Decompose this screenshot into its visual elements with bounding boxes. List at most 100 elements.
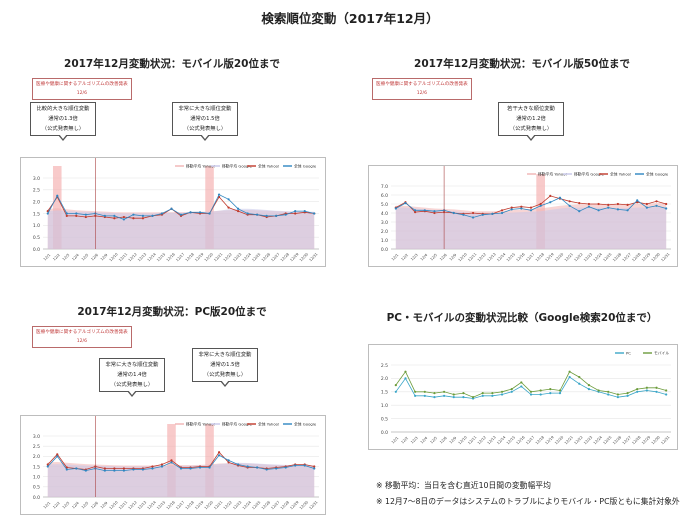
series-yahoo-line-point xyxy=(227,206,230,209)
series-yahoo-line-point xyxy=(170,459,173,462)
series-google-line-point xyxy=(433,210,436,213)
x-tick-label: 12/17 xyxy=(175,500,185,510)
chart-compare: 2.52.01.51.00.50.012/1 12/2 12/3 12/4 12/5 12… xyxy=(381,351,671,446)
series-yahoo-line-point xyxy=(626,203,629,206)
series-google-line-point xyxy=(597,209,600,212)
x-tick-label: 12/1 xyxy=(43,253,52,262)
series-google-line-point xyxy=(303,464,306,467)
series-pc-line-point xyxy=(607,393,610,396)
series-google-line-point xyxy=(122,469,125,472)
highlight-band xyxy=(205,166,214,249)
series-yahoo-line-point xyxy=(141,217,145,220)
topic-note: 医療や健康に関するアルゴリズムの改善発表 12/6 xyxy=(372,78,472,100)
series-google-line-point xyxy=(56,194,59,197)
series-pc-line-point xyxy=(529,393,533,396)
x-tick-label: 12/9 xyxy=(449,253,458,262)
x-tick-label: 12/4 xyxy=(71,501,80,510)
x-tick-label: 12/13 xyxy=(137,500,147,510)
x-tick-label: 12/5 xyxy=(429,253,438,262)
series-pc-line-point xyxy=(510,390,513,393)
series-mobile-line-point xyxy=(462,392,465,395)
series-mobile-line-point xyxy=(394,384,397,387)
series-google-line-point xyxy=(170,461,173,464)
x-tick-label: 12/19 xyxy=(194,252,205,263)
x-tick-label: 12/11 xyxy=(467,252,477,262)
series-yahoo-line-point xyxy=(587,202,591,206)
x-tick-label: 12/31 xyxy=(308,252,318,262)
series-yahoo-line-point xyxy=(122,467,125,470)
series-google-line-point xyxy=(481,213,484,216)
series-yahoo-line-point xyxy=(510,206,513,209)
series-mobile-line-point xyxy=(607,390,610,393)
x-tick-label: 12/29 xyxy=(289,252,300,263)
series-mobile-line-point xyxy=(529,390,533,393)
x-tick-label: 12/6 xyxy=(439,253,448,262)
highlight-band xyxy=(205,424,214,497)
series-google-line-point xyxy=(462,213,465,216)
series-yahoo-line-point xyxy=(597,202,600,206)
series-pc-line-point xyxy=(452,396,455,399)
x-tick-label: 12/6 xyxy=(439,436,448,445)
x-tick-label: 12/11 xyxy=(118,500,128,510)
x-tick-label: 12/17 xyxy=(525,252,535,262)
series-google-line-point xyxy=(303,210,306,213)
series-google-line-point xyxy=(265,214,268,217)
series-google-line-point xyxy=(65,468,68,471)
y-tick-label: 0.0 xyxy=(33,247,40,253)
x-tick-label: 12/30 xyxy=(299,252,310,263)
x-tick-label: 12/24 xyxy=(242,252,253,263)
x-tick-label: 12/19 xyxy=(545,252,556,263)
x-tick-label: 12/14 xyxy=(496,435,507,446)
y-tick-label: 1.0 xyxy=(33,223,40,229)
series-google-line-point xyxy=(626,209,629,212)
series-pc-line-point xyxy=(539,393,542,396)
x-tick-label: 12/21 xyxy=(213,500,223,510)
series-mobile-line-point xyxy=(491,392,494,395)
series-google-line-point xyxy=(246,212,249,215)
series-google-line-point xyxy=(208,466,211,469)
series-mobile-line-point xyxy=(510,388,513,391)
x-tick-label: 12/31 xyxy=(308,500,318,510)
legend-label: 移動平均 Yahoo! xyxy=(538,172,567,177)
x-tick-label: 12/10 xyxy=(458,435,469,446)
x-tick-label: 12/9 xyxy=(100,501,109,510)
series-mobile-line-point xyxy=(597,389,600,392)
x-tick-label: 12/18 xyxy=(535,252,546,263)
legend-label: PC xyxy=(626,351,631,356)
legend-label: 全体 Google xyxy=(646,172,669,177)
series-google-line-point xyxy=(655,204,658,207)
series-mobile-line-point xyxy=(414,390,417,393)
series-pc-line-point xyxy=(433,396,436,399)
x-tick-label: 12/5 xyxy=(81,501,90,510)
x-tick-label: 12/19 xyxy=(194,500,205,511)
series-yahoo-line-point xyxy=(414,211,417,214)
series-mobile-line-point xyxy=(558,389,562,392)
chart-mobile50: 7.0 6.0 5.0 4.0 3.0 2.0 1.0 0.012/1 12/2 12/3 12/4… xyxy=(381,166,671,263)
x-tick-label: 12/26 xyxy=(612,252,623,263)
series-yahoo-line-point xyxy=(84,215,87,219)
x-tick-label: 12/23 xyxy=(232,252,242,262)
series-google-line-point xyxy=(75,467,78,470)
callout-1: 非常に大きな順位変動 通常の1.4倍 （公式発表無し） xyxy=(99,358,165,397)
y-tick-label: 4.0 xyxy=(381,211,388,217)
x-tick-label: 12/27 xyxy=(270,500,280,510)
series-google-line-point xyxy=(46,465,49,468)
y-tick-label: 0.5 xyxy=(33,485,40,491)
series-yahoo-line-point xyxy=(65,214,68,217)
x-tick-label: 12/18 xyxy=(185,252,196,263)
series-google-line-point xyxy=(645,206,648,209)
x-tick-label: 12/2 xyxy=(52,501,61,510)
y-tick-label: 0.0 xyxy=(381,430,388,436)
series-mobile-line-point xyxy=(626,392,629,395)
series-pc-line-point xyxy=(520,385,523,388)
series-google-line-point xyxy=(587,205,591,208)
series-google-line-point xyxy=(256,466,259,469)
x-tick-label: 12/3 xyxy=(62,253,71,262)
series-mobile-line-point xyxy=(500,390,504,393)
y-tick-label: 2.5 xyxy=(381,363,388,369)
series-google-line-point xyxy=(294,464,297,467)
x-tick-label: 12/1 xyxy=(43,501,52,510)
x-tick-label: 12/10 xyxy=(109,252,120,263)
legend-label: 移動平均 Yahoo! xyxy=(186,422,215,427)
x-tick-label: 12/1 xyxy=(391,436,400,445)
